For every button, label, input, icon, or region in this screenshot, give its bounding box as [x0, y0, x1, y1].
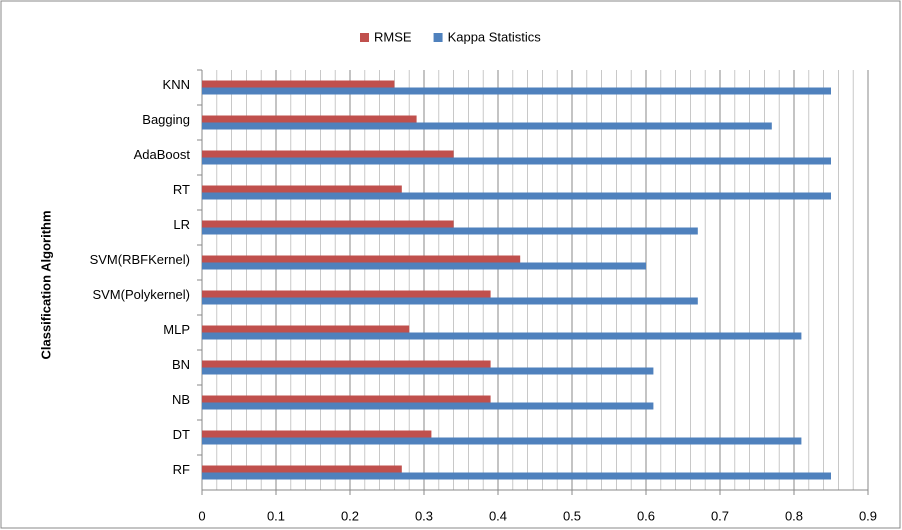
legend-swatch — [433, 33, 443, 42]
bar — [202, 192, 831, 200]
bar — [202, 220, 454, 228]
y-tick-label: Bagging — [142, 112, 190, 127]
bar — [202, 472, 831, 480]
x-tick-label: 0.9 — [859, 508, 877, 523]
legend-swatch — [360, 33, 369, 42]
y-tick-label: KNN — [163, 77, 190, 92]
bar — [202, 255, 521, 263]
bar — [202, 332, 802, 340]
x-tick-label: 0.6 — [637, 508, 655, 523]
bar — [202, 367, 654, 375]
bar — [202, 157, 831, 165]
bar — [202, 402, 654, 410]
bar — [202, 437, 802, 445]
bar — [202, 150, 454, 158]
legend-label: RMSE — [374, 29, 412, 44]
x-tick-label: 0.1 — [267, 508, 285, 523]
bar — [202, 185, 402, 193]
y-tick-label: SVM(RBFKernel) — [90, 252, 190, 267]
y-axis-title: Classification Algorithm — [38, 210, 53, 359]
y-tick-label: AdaBoost — [134, 147, 191, 162]
x-tick-label: 0.5 — [563, 508, 581, 523]
x-tick-label: 0 — [198, 508, 205, 523]
bar — [202, 360, 491, 368]
bar — [202, 325, 410, 333]
bar — [202, 122, 772, 130]
bar — [202, 227, 698, 235]
y-tick-label: SVM(Polykernel) — [92, 287, 190, 302]
x-tick-label: 0.7 — [711, 508, 729, 523]
y-tick-label: RT — [173, 182, 190, 197]
bar — [202, 465, 402, 473]
y-tick-label: DT — [173, 427, 190, 442]
y-tick-label: NB — [172, 392, 190, 407]
bar — [202, 430, 432, 438]
bar — [202, 80, 395, 88]
x-tick-label: 0.3 — [415, 508, 433, 523]
bar — [202, 87, 831, 95]
x-tick-label: 0.2 — [341, 508, 359, 523]
y-tick-label: BN — [172, 357, 190, 372]
y-tick-label: MLP — [163, 322, 190, 337]
bar — [202, 290, 491, 298]
x-tick-label: 0.4 — [489, 508, 507, 523]
bar — [202, 297, 698, 305]
y-tick-label: RF — [173, 462, 190, 477]
bar — [202, 395, 491, 403]
legend-label: Kappa Statistics — [448, 29, 542, 44]
bar — [202, 262, 646, 270]
x-tick-label: 0.8 — [785, 508, 803, 523]
y-tick-label: LR — [173, 217, 190, 232]
bar — [202, 115, 417, 123]
